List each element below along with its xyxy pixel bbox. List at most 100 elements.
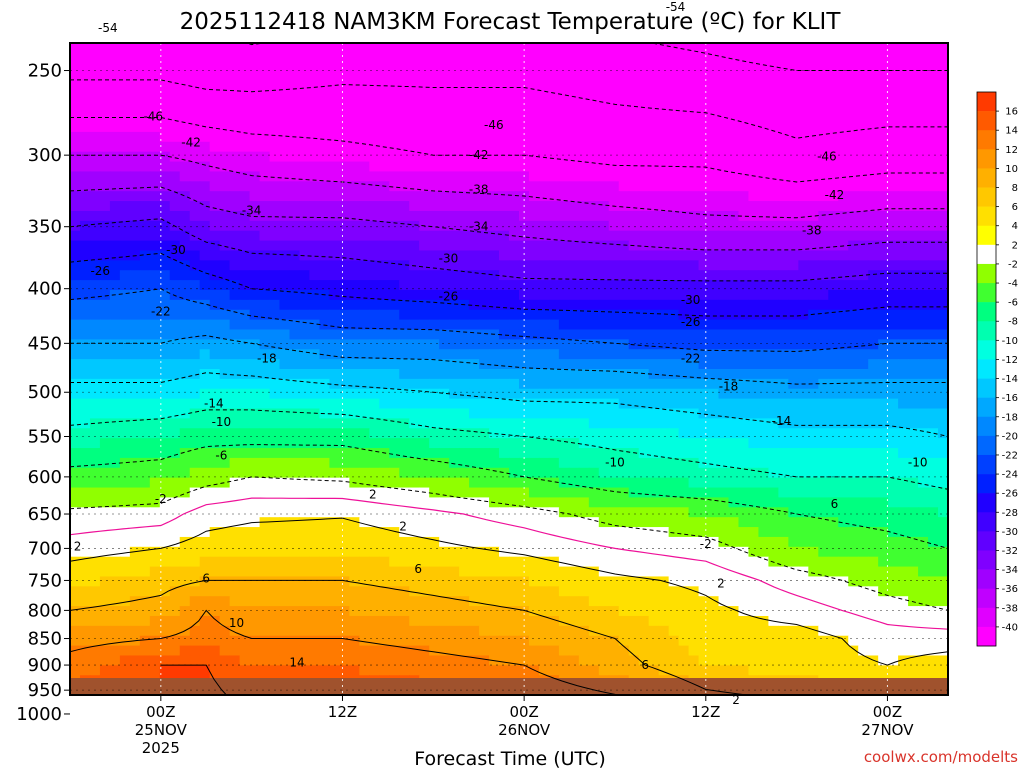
temperature-cell <box>908 527 919 538</box>
temperature-cell <box>229 52 241 64</box>
temperature-cell <box>808 122 819 133</box>
temperature-cell <box>878 576 889 587</box>
temperature-cell <box>758 359 770 370</box>
temperature-cell <box>439 596 450 607</box>
temperature-cell <box>908 151 919 163</box>
temperature-cell <box>279 369 291 380</box>
temperature-cell <box>169 151 181 163</box>
temperature-cell <box>938 448 948 459</box>
temperature-cell <box>429 191 440 202</box>
temperature-cell <box>379 62 390 74</box>
temperature-cell <box>808 329 819 340</box>
temperature-cell <box>309 359 321 370</box>
temperature-cell <box>299 487 311 499</box>
temperature-cell <box>898 289 909 301</box>
temperature-cell <box>668 369 680 380</box>
temperature-cell <box>708 280 720 291</box>
temperature-cell <box>499 408 510 419</box>
temperature-cell <box>708 546 720 558</box>
temperature-cell <box>179 497 191 508</box>
temperature-cell <box>429 220 440 232</box>
temperature-cell <box>748 556 760 568</box>
temperature-cell <box>718 359 730 370</box>
temperature-cell <box>99 289 111 301</box>
temperature-cell <box>359 477 370 489</box>
temperature-cell <box>109 536 121 548</box>
temperature-cell <box>568 191 580 202</box>
temperature-cell <box>788 122 799 133</box>
temperature-cell <box>758 122 770 133</box>
temperature-cell <box>249 428 261 439</box>
temperature-cell <box>509 289 520 301</box>
temperature-cell <box>638 497 650 508</box>
temperature-cell <box>229 536 241 548</box>
temperature-cell <box>838 201 849 212</box>
temperature-cell <box>399 43 410 54</box>
temperature-cell <box>878 151 889 163</box>
temperature-cell <box>179 546 191 558</box>
temperature-cell <box>678 448 690 459</box>
temperature-cell <box>788 62 799 74</box>
temperature-cell <box>179 280 191 291</box>
temperature-cell <box>509 181 520 192</box>
temperature-cell <box>99 576 111 587</box>
temperature-cell <box>638 527 650 538</box>
temperature-cell <box>469 596 480 607</box>
temperature-cell <box>509 536 520 548</box>
temperature-cell <box>179 418 191 429</box>
temperature-cell <box>129 339 141 350</box>
temperature-cell <box>598 240 610 252</box>
temperature-cell <box>668 497 680 508</box>
temperature-cell <box>509 191 520 202</box>
temperature-cell <box>808 497 819 508</box>
temperature-cell <box>878 566 889 578</box>
temperature-cell <box>399 546 410 558</box>
temperature-cell <box>479 112 490 123</box>
temperature-cell <box>79 329 91 340</box>
temperature-cell <box>898 220 909 232</box>
temperature-cell <box>788 260 799 271</box>
temperature-cell <box>738 536 750 548</box>
temperature-cell <box>678 201 690 212</box>
temperature-cell <box>658 289 670 301</box>
temperature-cell <box>379 280 390 291</box>
temperature-cell <box>109 576 121 587</box>
temperature-cell <box>439 487 450 499</box>
temperature-cell <box>209 52 221 64</box>
temperature-cell <box>109 240 121 252</box>
temperature-cell <box>878 52 889 64</box>
temperature-cell <box>688 438 700 449</box>
temperature-cell <box>638 141 650 153</box>
temperature-cell <box>169 43 181 54</box>
temperature-cell <box>259 566 271 578</box>
temperature-cell <box>289 141 301 153</box>
temperature-cell <box>349 378 360 390</box>
temperature-cell <box>558 280 570 291</box>
temperature-cell <box>528 62 540 74</box>
temperature-cell <box>798 536 809 548</box>
temperature-cell <box>718 408 730 419</box>
temperature-cell <box>70 536 81 548</box>
temperature-cell <box>788 566 799 578</box>
temperature-cell <box>918 289 929 301</box>
temperature-cell <box>678 596 690 607</box>
temperature-cell <box>618 428 630 439</box>
temperature-cell <box>858 309 869 321</box>
temperature-cell <box>409 566 420 578</box>
temperature-cell <box>239 122 251 133</box>
temperature-cell <box>189 477 201 489</box>
temperature-cell <box>858 220 869 232</box>
temperature-cell <box>489 62 500 74</box>
temperature-cell <box>738 210 750 222</box>
temperature-cell <box>548 418 560 429</box>
temperature-cell <box>399 477 410 489</box>
temperature-cell <box>538 448 550 459</box>
temperature-cell <box>99 151 111 163</box>
temperature-cell <box>389 43 400 54</box>
temperature-cell <box>818 408 829 419</box>
temperature-cell <box>389 92 400 103</box>
temperature-cell <box>908 359 919 370</box>
temperature-cell <box>708 457 720 469</box>
temperature-cell <box>848 339 859 350</box>
temperature-cell <box>139 72 151 84</box>
